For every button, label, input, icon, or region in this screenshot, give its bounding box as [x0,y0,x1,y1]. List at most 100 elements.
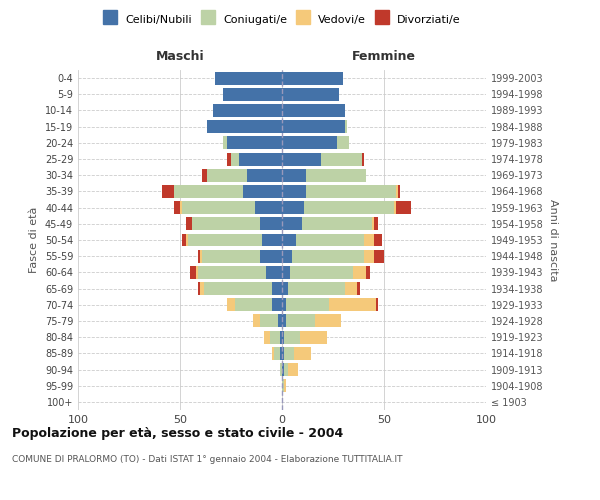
Bar [372,218,374,230]
Bar [398,185,400,198]
Bar [284,363,288,376]
Bar [200,282,205,295]
Bar [301,330,327,344]
Bar [282,185,307,198]
Bar [202,169,206,181]
Bar [282,298,286,311]
Text: Maschi: Maschi [155,50,205,62]
Bar [227,152,231,166]
Y-axis label: Anni di nascita: Anni di nascita [548,198,557,281]
Bar [284,347,294,360]
Bar [235,298,272,311]
Bar [282,136,337,149]
Bar [282,347,284,360]
Bar [365,266,370,279]
Bar [284,330,301,344]
Bar [278,314,282,328]
Bar [247,169,282,181]
Bar [396,185,398,198]
Bar [284,379,286,392]
Bar [304,201,394,214]
Bar [202,250,260,262]
Bar [282,72,343,85]
Bar [206,120,282,133]
Bar [294,347,311,360]
Bar [345,120,347,133]
Bar [374,234,382,246]
Bar [243,185,282,198]
Bar [364,234,374,246]
Bar [186,234,188,246]
Bar [206,169,247,181]
Bar [260,314,278,328]
Bar [282,201,304,214]
Bar [282,250,292,262]
Bar [263,330,270,344]
Bar [374,218,378,230]
Bar [212,104,282,117]
Bar [296,234,364,246]
Bar [292,250,364,262]
Bar [282,330,284,344]
Bar [376,298,378,311]
Bar [282,363,284,376]
Bar [280,347,282,360]
Bar [364,250,374,262]
Bar [286,298,329,311]
Bar [231,152,239,166]
Bar [223,88,282,101]
Bar [180,201,182,214]
Bar [280,363,282,376]
Bar [260,250,282,262]
Text: COMUNE DI PRALORMO (TO) - Dati ISTAT 1° gennaio 2004 - Elaborazione TUTTITALIA.I: COMUNE DI PRALORMO (TO) - Dati ISTAT 1° … [12,455,403,464]
Bar [182,201,256,214]
Bar [200,250,202,262]
Bar [282,88,339,101]
Bar [329,298,376,311]
Bar [282,266,290,279]
Bar [288,282,345,295]
Bar [307,185,396,198]
Bar [188,234,262,246]
Bar [282,314,286,328]
Y-axis label: Fasce di età: Fasce di età [29,207,39,273]
Bar [199,282,200,295]
Bar [223,136,227,149]
Bar [253,314,260,328]
Bar [282,218,302,230]
Bar [260,218,282,230]
Bar [282,169,307,181]
Bar [321,152,362,166]
Bar [272,347,274,360]
Bar [199,266,266,279]
Bar [362,152,364,166]
Bar [394,201,396,214]
Bar [282,282,288,295]
Bar [307,169,365,181]
Bar [272,298,282,311]
Bar [282,379,284,392]
Bar [272,282,282,295]
Bar [186,218,192,230]
Text: Femmine: Femmine [352,50,416,62]
Bar [337,136,349,149]
Bar [227,298,235,311]
Bar [282,152,321,166]
Bar [282,104,345,117]
Bar [174,185,243,198]
Bar [239,152,282,166]
Bar [182,234,186,246]
Text: Popolazione per età, sesso e stato civile - 2004: Popolazione per età, sesso e stato civil… [12,428,343,440]
Bar [286,314,314,328]
Bar [274,347,280,360]
Bar [358,282,359,295]
Bar [374,250,384,262]
Bar [227,136,282,149]
Legend: Celibi/Nubili, Coniugati/e, Vedovi/e, Divorziati/e: Celibi/Nubili, Coniugati/e, Vedovi/e, Di… [100,10,464,28]
Bar [161,185,174,198]
Bar [280,330,282,344]
Bar [282,234,296,246]
Bar [205,282,272,295]
Bar [192,218,260,230]
Bar [256,201,282,214]
